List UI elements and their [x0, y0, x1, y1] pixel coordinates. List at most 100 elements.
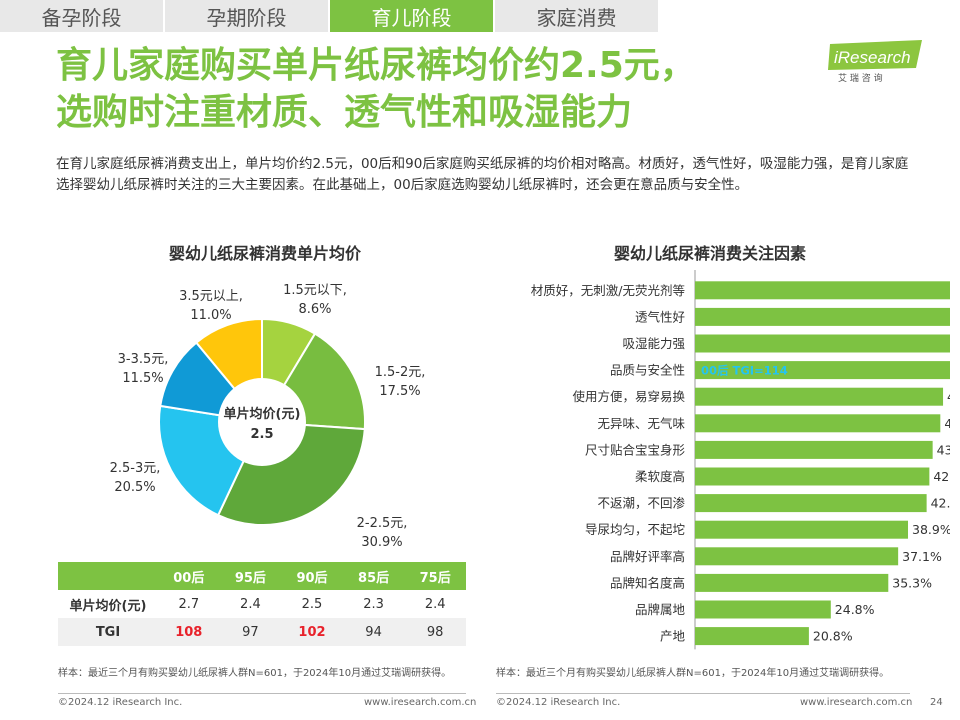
bar-category-label: 产地 — [660, 629, 686, 644]
bar-category-label: 尺寸贴合宝宝身形 — [585, 442, 686, 457]
bar — [695, 573, 889, 592]
bar-chart-title: 婴幼儿纸尿裤消费关注因素 — [613, 244, 806, 263]
table-row-label: TGI — [58, 618, 158, 646]
table-cell: 97 — [219, 618, 282, 646]
logo-sub-text: 艾 瑞 咨 询 — [838, 72, 883, 84]
pie-slice-label: 2-2.5元, — [357, 516, 408, 531]
tab-pregnancy[interactable]: 孕期阶段 — [165, 0, 328, 32]
footer-url-right: www.iresearch.com.cn — [800, 697, 913, 708]
table-header-empty — [58, 562, 158, 590]
table-row: 单片均价(元) 2.7 2.4 2.5 2.3 2.4 — [58, 590, 466, 618]
bar-category-label: 品牌属地 — [635, 602, 686, 617]
table-cell: 2.7 — [158, 590, 220, 618]
bar-value-label: 42.3% — [931, 496, 950, 511]
bar-value-label: 45.3% — [947, 389, 950, 404]
pie-center-value: 2.5 — [250, 427, 273, 442]
bar-category-label: 品质与安全性 — [610, 363, 685, 378]
logo-leaf-shape — [828, 40, 922, 70]
pie-slice-value: 8.6% — [298, 302, 331, 317]
bar-value-label: 37.1% — [902, 549, 942, 564]
page-title-line2: 选购时注重材质、透气性和吸湿能力 — [56, 92, 633, 133]
bar-category-label: 使用方便，易穿易换 — [572, 389, 685, 404]
table-cell: 98 — [404, 618, 466, 646]
tgi-table: 00后 95后 90后 85后 75后 单片均价(元) 2.7 2.4 2.5 … — [58, 562, 466, 646]
stage-tabs: 备孕阶段 孕期阶段 育儿阶段 家庭消费 — [0, 0, 658, 32]
pie-slice-value: 17.5% — [379, 384, 420, 399]
bar — [695, 547, 899, 566]
page-title-line1: 育儿家庭购买单片纸尿裤均价约2.5元， — [56, 45, 696, 86]
tab-parenting[interactable]: 育儿阶段 — [330, 0, 493, 32]
page-number: 24 — [930, 697, 943, 708]
bar — [695, 307, 950, 326]
footer-copyright-right: ©2024.12 iResearch Inc. — [496, 697, 621, 708]
bar-category-label: 吸湿能力强 — [622, 336, 685, 351]
table-cell-highlight: 102 — [281, 618, 343, 646]
pie-slice-label: 1.5元以下, — [283, 283, 347, 298]
table-row-label: 单片均价(元) — [58, 590, 158, 618]
pie-chart-title: 婴幼儿纸尿裤消费单片均价 — [168, 244, 361, 263]
bar-annotation-tgi: 00后 TGI=114 — [701, 364, 788, 378]
footer-url-left: www.iresearch.com.cn — [364, 697, 477, 708]
bar — [695, 440, 933, 459]
bar-value-label: 43.4% — [937, 442, 950, 457]
pie-slice-value: 11.0% — [190, 308, 231, 323]
table-cell: 94 — [342, 618, 405, 646]
bar — [695, 520, 909, 539]
table-row: TGI 108 97 102 94 98 — [58, 618, 466, 646]
sample-note-left: 样本：最近三个月有购买婴幼儿纸尿裤人群N=601，于2024年10月通过艾瑞调研… — [58, 668, 452, 679]
table-header-cell: 00后 — [158, 562, 220, 590]
bar — [695, 627, 809, 646]
footer-copyright-left: ©2024.12 iResearch Inc. — [58, 697, 183, 708]
pie-slice-value: 20.5% — [114, 480, 155, 495]
bar-category-label: 材质好，无刺激/无荧光剂等 — [531, 283, 685, 298]
table-cell: 2.4 — [219, 590, 282, 618]
pie-slice-label: 3-3.5元, — [118, 352, 169, 367]
bar-category-label: 不返潮，不回渗 — [597, 496, 685, 511]
bar — [695, 600, 831, 619]
bar-value-label: 44.8% — [944, 416, 950, 431]
bar — [695, 494, 927, 513]
page-description: 在育儿家庭纸尿裤消费支出上，单片均价约2.5元，00后和90后家庭购买纸尿裤的均… — [56, 156, 909, 193]
table-header-cell: 75后 — [404, 562, 466, 590]
bar-category-label: 柔软度高 — [635, 469, 685, 484]
bar-category-label: 无异味、无气味 — [597, 416, 685, 431]
table-cell-highlight: 108 — [158, 618, 220, 646]
table-cell: 2.4 — [404, 590, 466, 618]
table-header-cell: 85后 — [342, 562, 405, 590]
pie-slice-label: 3.5元以上, — [179, 289, 243, 304]
pie-slice-label: 1.5-2元, — [375, 365, 426, 380]
bar-category-label: 品牌知名度高 — [610, 575, 685, 590]
footer-divider-left — [58, 693, 466, 694]
pie-chart: 单片均价(元) 2.5 1.5元以下, 8.6% 1.5-2元, 17.5% 2-2.5… — [110, 283, 426, 550]
footer-divider-right — [496, 693, 910, 694]
bar — [695, 414, 941, 433]
bar-category-label: 品牌好评率高 — [610, 549, 685, 564]
iresearch-logo: iResearch 艾 瑞 咨 询 — [828, 40, 922, 84]
logo-brand-text: iResearch — [834, 48, 911, 67]
bar — [695, 387, 944, 406]
bar-value-label: 20.8% — [813, 629, 853, 644]
bar — [695, 467, 930, 486]
bar — [695, 281, 950, 300]
bar-value-label: 24.8% — [835, 602, 875, 617]
table-cell: 2.5 — [281, 590, 343, 618]
bar — [695, 334, 950, 353]
table-header-cell: 90后 — [281, 562, 343, 590]
table-header-cell: 95后 — [219, 562, 282, 590]
bar — [695, 361, 950, 380]
page-title: 育儿家庭购买单片纸尿裤均价约2.5元， 选购时注重材质、透气性和吸湿能力 — [56, 42, 836, 136]
sample-note-right: 样本：最近三个月有购买婴幼儿纸尿裤人群N=601，于2024年10月通过艾瑞调研… — [496, 668, 890, 679]
tab-pre-pregnancy[interactable]: 备孕阶段 — [0, 0, 163, 32]
pie-slice-label: 2.5-3元, — [110, 461, 161, 476]
bar-category-label: 导尿均匀，不起坨 — [585, 522, 685, 537]
bar-value-label: 35.3% — [892, 575, 932, 590]
bar-value-label: 42.8% — [933, 469, 950, 484]
pie-slice-value: 30.9% — [361, 535, 402, 550]
table-cell: 2.3 — [342, 590, 405, 618]
bar-chart: 材质好，无刺激/无荧光剂等55.7%透气性好54.7%吸湿能力强53.4%品质与… — [531, 270, 950, 650]
pie-slice-value: 11.5% — [122, 371, 163, 386]
pie-center-hole — [218, 378, 306, 466]
pie-center-label: 单片均价(元) — [224, 406, 301, 422]
bar-category-label: 透气性好 — [635, 309, 685, 324]
tab-family-consumption[interactable]: 家庭消费 — [495, 0, 658, 32]
